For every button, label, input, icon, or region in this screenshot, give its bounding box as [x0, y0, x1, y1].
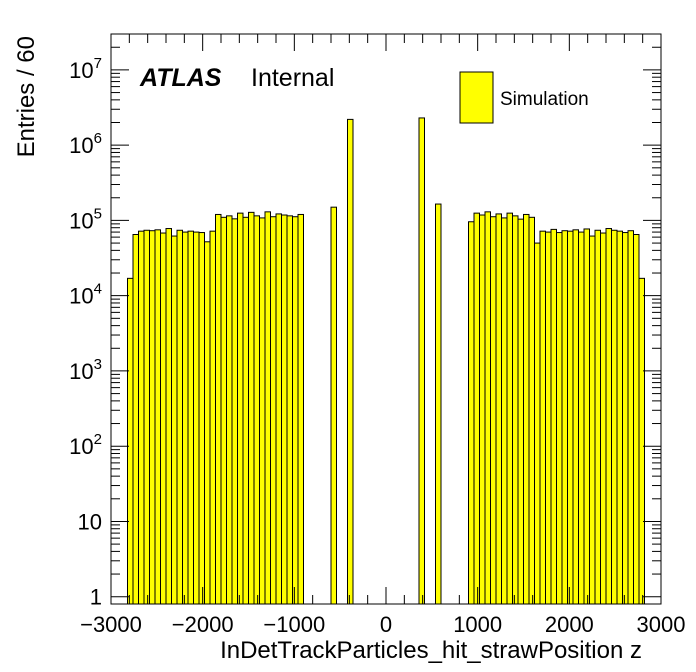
- histogram-bar: [176, 229, 183, 605]
- histogram-bar: [572, 229, 579, 605]
- y-axis-title: Entries / 60: [13, 36, 40, 157]
- x-tick-label: 1000: [453, 612, 502, 637]
- histogram-bar: [292, 216, 299, 605]
- x-tick-label: 3000: [637, 612, 686, 637]
- y-tick-label: 107: [69, 55, 102, 83]
- histogram-bars: [127, 117, 645, 605]
- histogram-bar: [600, 232, 607, 605]
- histogram-bar: [209, 230, 216, 605]
- histogram-bar: [149, 230, 156, 605]
- axis-ticks: [110, 33, 662, 604]
- histogram-bar: [171, 235, 178, 605]
- histogram-bar: [270, 216, 277, 605]
- histogram-bar: [259, 217, 266, 605]
- histogram-bar: [517, 218, 524, 605]
- y-tick-label: 105: [69, 205, 102, 233]
- histogram-bar: [215, 213, 222, 605]
- y-tick-label: 104: [69, 281, 102, 309]
- histogram-bar: [539, 230, 546, 605]
- y-tick-label: 106: [69, 130, 102, 158]
- histogram-bar: [237, 212, 244, 605]
- histogram-bar: [297, 213, 304, 605]
- histogram-bar: [495, 213, 502, 605]
- histogram-bar: [286, 215, 293, 605]
- histogram-bar: [182, 231, 189, 605]
- histogram-bar: [187, 230, 194, 605]
- histogram-bar: [627, 230, 634, 605]
- histogram-bar: [248, 211, 255, 605]
- histogram-bar: [127, 277, 134, 605]
- y-tick-label: 102: [69, 431, 102, 459]
- histogram-bar: [490, 216, 497, 605]
- histogram-bar: [160, 232, 167, 605]
- histogram-bar: [578, 231, 585, 605]
- histogram-bar: [165, 228, 172, 605]
- histogram-bar: [528, 216, 535, 605]
- histogram-bar: [484, 211, 491, 605]
- histogram-bar: [138, 230, 145, 605]
- histogram-bar: [193, 231, 200, 605]
- histogram-bar: [330, 206, 337, 605]
- histogram-bar: [622, 232, 629, 605]
- x-tick-label: 0: [380, 612, 392, 637]
- x-tick-label: −3000: [80, 612, 142, 637]
- x-axis-title: InDetTrackParticles_hit_strawPosition z: [220, 637, 642, 664]
- y-tick-labels: 1 10 102 103 104 105 106 107: [69, 55, 102, 610]
- histogram-bar: [275, 213, 282, 605]
- histogram-bar: [479, 214, 486, 605]
- x-tick-label: 2000: [545, 612, 594, 637]
- atlas-label: ATLAS Internal: [139, 64, 334, 92]
- histogram-bar: [220, 216, 227, 605]
- histogram-bar: [264, 211, 271, 605]
- histogram-bar: [506, 212, 513, 605]
- histogram-bar: [468, 221, 475, 605]
- atlas-label-bold: ATLAS: [139, 64, 222, 92]
- histogram-bar: [418, 117, 425, 605]
- histogram-bar: [594, 229, 601, 605]
- histogram-bar: [605, 228, 612, 605]
- histogram-bar: [611, 229, 618, 605]
- histogram-bar: [231, 218, 238, 605]
- legend-label: Simulation: [500, 89, 589, 110]
- histogram-bar: [638, 277, 645, 605]
- x-tick-labels: −3000 −2000 −1000 0 1000 2000 3000: [80, 612, 685, 637]
- atlas-label-internal: Internal: [251, 64, 334, 92]
- x-tick-label: −1000: [263, 612, 325, 637]
- legend-swatch: [459, 71, 494, 124]
- histogram-bar: [154, 229, 161, 605]
- histogram-bar: [132, 234, 139, 605]
- histogram-bar: [512, 215, 519, 605]
- y-tick-label: 103: [69, 356, 102, 384]
- histogram-bar: [583, 228, 590, 605]
- x-tick-label: −2000: [172, 612, 234, 637]
- y-tick-label: 1: [90, 585, 102, 610]
- histogram-bar: [589, 235, 596, 605]
- histogram-bar: [226, 215, 233, 605]
- histogram-bar: [281, 214, 288, 605]
- histogram-bar: [616, 230, 623, 605]
- legend: Simulation: [459, 71, 589, 124]
- histogram-bar: [534, 242, 541, 605]
- histogram-bar: [242, 216, 249, 605]
- histogram-bar: [143, 229, 150, 605]
- histogram-bar: [523, 213, 530, 605]
- histogram-bar: [347, 118, 354, 605]
- histogram-bar: [545, 231, 552, 605]
- histogram-bar: [204, 241, 211, 605]
- histogram-bar: [550, 228, 557, 605]
- histogram-bar: [435, 203, 442, 605]
- histogram-bar: [561, 230, 568, 605]
- histogram-bar: [567, 230, 574, 605]
- histogram-bar: [473, 212, 480, 605]
- histogram-bar: [198, 232, 205, 605]
- y-tick-label: 10: [78, 509, 102, 534]
- histogram-bar: [253, 215, 260, 605]
- histogram-bar: [556, 232, 563, 605]
- histogram-bar: [633, 234, 640, 605]
- histogram-bar: [501, 217, 508, 605]
